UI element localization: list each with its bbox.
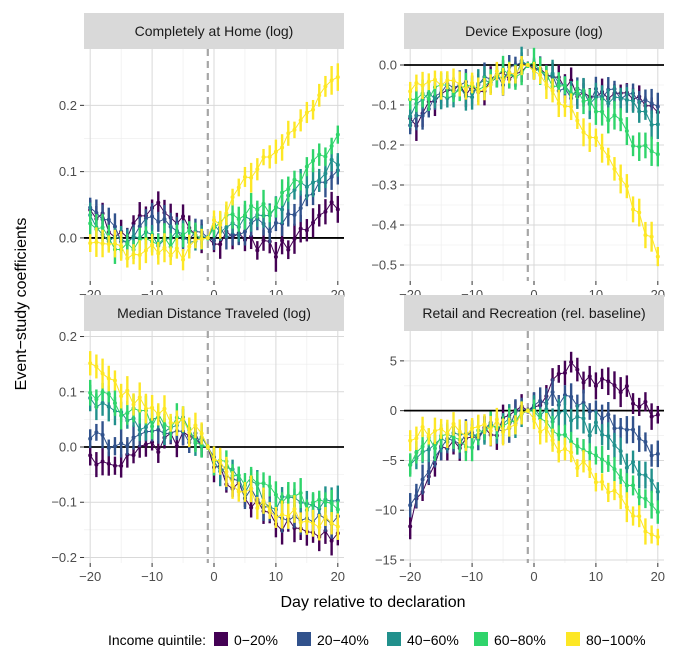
y-axis-title: Event−study coefficients [13, 218, 30, 391]
data-point [655, 451, 660, 456]
panel-3: Median Distance Traveled (log) −20 −10 0 10 2… [51, 295, 345, 584]
panel-strip [84, 13, 344, 49]
legend-title: Income quintile: [108, 632, 206, 646]
y-tick-label: −0.2 [371, 138, 397, 153]
x-tick-label: 0 [530, 287, 537, 302]
x-tick-label: 10 [589, 569, 603, 584]
y-tick-label: −10 [375, 503, 397, 518]
y-tick-label: 0.2 [59, 329, 77, 344]
legend-label: 80−100% [586, 632, 646, 646]
legend-swatch [297, 632, 311, 646]
legend-items: 0−20% 20−40% 40−60% 60−80% 80−100% [214, 632, 646, 646]
panel-title: Completely at Home (log) [135, 23, 294, 39]
legend-label: 20−40% [317, 632, 369, 646]
panel-1: Completely at Home (log)−20 −10 0 10 200.00.… [59, 13, 345, 302]
legend: Income quintile: 0−20% 20−40% 40−60% 60−80%… [108, 632, 646, 646]
data-point [655, 152, 660, 157]
x-tick-label: 0 [210, 569, 217, 584]
x-tick-label: 20 [651, 569, 665, 584]
y-tick-label: 0.1 [59, 384, 77, 399]
y-tick-label: −0.5 [371, 258, 397, 273]
data-point [655, 122, 660, 127]
y-tick-label: 0.0 [59, 230, 77, 245]
legend-swatch [566, 632, 580, 646]
y-tick-label: 0.0 [379, 58, 397, 73]
y-tick-label: −0.4 [371, 218, 397, 233]
x-tick-label: 0 [530, 569, 537, 584]
y-tick-label: 0.0 [59, 440, 77, 455]
x-tick-label: −20 [79, 569, 101, 584]
data-point [88, 241, 93, 246]
series-line [410, 410, 658, 538]
x-tick-label: −10 [461, 569, 483, 584]
panel-4: Retail and Recreation (rel. baseline) −20… [375, 295, 665, 584]
legend-label: 60−80% [494, 632, 546, 646]
series-5 [88, 63, 340, 271]
legend-swatch [214, 632, 228, 646]
legend-label: 0−20% [234, 632, 278, 646]
data-point [655, 489, 660, 494]
y-tick-label: −0.1 [371, 98, 397, 113]
y-tick-label: −0.3 [371, 178, 397, 193]
data-point [335, 75, 340, 80]
y-tick-label: 5 [390, 353, 397, 368]
y-tick-label: 0 [390, 403, 397, 418]
panels: Completely at Home (log) −20 −10 0 10 20 0.0 0.… [51, 13, 665, 584]
x-tick-label: 0 [210, 287, 217, 302]
panel-title: Device Exposure (log) [465, 23, 603, 39]
y-tick-label: −0.2 [51, 550, 77, 565]
series-line [90, 76, 339, 261]
series-5 [408, 56, 660, 267]
y-tick-label: −5 [382, 453, 397, 468]
x-tick-label: 10 [269, 569, 283, 584]
data-point [88, 361, 93, 366]
series-5 [408, 401, 660, 546]
series-line [89, 362, 339, 529]
series-5 [88, 351, 340, 541]
x-tick-label: 20 [331, 569, 345, 584]
y-tick-label: −15 [375, 553, 397, 568]
panel-2: Device Exposure (log)−20 −10 0 10 200.0−0.1−… [371, 13, 665, 302]
data-point [408, 438, 413, 443]
y-tick-label: −0.1 [51, 495, 77, 510]
data-point [655, 104, 660, 109]
series-line [409, 64, 659, 257]
legend-swatch [387, 632, 401, 646]
panel-title: Retail and Recreation (rel. baseline) [422, 305, 645, 321]
x-axis-title: Day relative to declaration [281, 594, 466, 611]
panel-strip [84, 295, 344, 331]
panel-strip [404, 295, 664, 331]
panel-title: Median Distance Traveled (log) [117, 305, 311, 321]
legend-label: 40−60% [407, 632, 459, 646]
y-tick-label: 0.2 [59, 98, 77, 113]
x-tick-label: −20 [399, 569, 421, 584]
panel-strip [404, 13, 664, 49]
data-point [655, 412, 660, 417]
y-tick-label: 0.1 [59, 164, 77, 179]
data-point [408, 463, 413, 468]
x-tick-label: −10 [141, 569, 163, 584]
legend-swatch [474, 632, 488, 646]
